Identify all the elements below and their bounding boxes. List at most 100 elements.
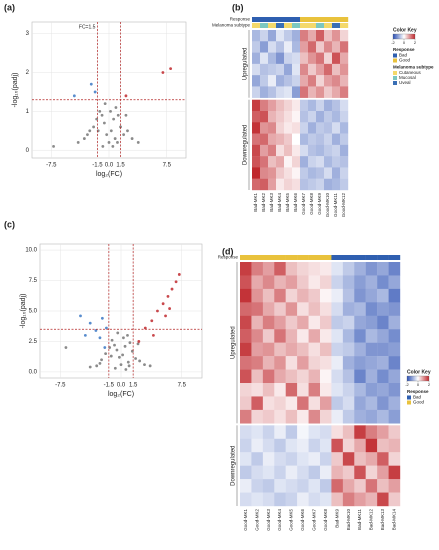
block-label: Downregulated — [243, 125, 249, 165]
column-label: Bad-MK4 — [277, 193, 282, 212]
heatmap-cell — [308, 492, 321, 507]
point — [102, 121, 106, 125]
heatmap-cell — [297, 396, 309, 411]
heatmap-cell — [340, 86, 349, 98]
heatmap-cell — [240, 452, 252, 466]
heatmap-cell — [377, 409, 389, 424]
point — [168, 307, 172, 310]
heatmap-cell — [340, 41, 349, 53]
heatmap-cell — [316, 111, 325, 123]
annotation-cell — [324, 23, 333, 28]
heatmap-cell — [316, 86, 325, 98]
heatmap-cell — [377, 425, 389, 439]
heatmap-cell — [342, 315, 355, 330]
heatmap-cell — [285, 342, 298, 357]
heatmap-cell — [316, 122, 325, 134]
point — [161, 302, 165, 306]
heatmap-cell — [262, 452, 275, 466]
heatmap-cell — [251, 315, 264, 330]
point — [130, 137, 134, 140]
heatmap-cell — [320, 465, 332, 480]
heatmap-cell — [308, 329, 321, 343]
heatmap-cell — [252, 41, 261, 53]
point — [166, 294, 170, 298]
heatmap-cell — [332, 30, 341, 42]
heatmap-cell — [342, 383, 355, 397]
column-label: Bad-MK13 — [380, 509, 385, 531]
heatmap-cell — [331, 452, 344, 466]
annotation-cell — [274, 255, 286, 260]
heatmap-cell — [377, 356, 389, 370]
heatmap-cell — [285, 465, 298, 480]
heatmap-cell — [308, 30, 317, 42]
heatmap-cell — [308, 156, 317, 168]
heatmap-cell — [252, 111, 261, 123]
point — [174, 280, 178, 284]
heatmap-cell — [340, 156, 349, 168]
point — [177, 273, 181, 276]
point — [52, 144, 55, 148]
annotation-cell — [268, 17, 277, 22]
heatmap-cell — [251, 342, 264, 357]
annotation-cell — [300, 17, 309, 22]
point — [134, 357, 137, 360]
heatmap-cell — [316, 167, 325, 179]
heatmap-cell — [316, 133, 325, 146]
x-tick-label: 7.5 — [163, 163, 172, 169]
y-tick-label: 2.5 — [29, 339, 38, 345]
point — [100, 113, 104, 117]
heatmap-cell — [240, 438, 252, 453]
heatmap-cell — [331, 396, 344, 411]
legend-group-title: Response — [393, 47, 415, 52]
heatmap-cell — [262, 342, 275, 357]
annotation-cell — [316, 17, 325, 22]
legend-swatch — [393, 76, 397, 80]
heatmap-cell — [284, 99, 293, 112]
heatmap-cell — [268, 75, 277, 87]
heatmap-cell — [320, 342, 332, 357]
heatmap-cell — [262, 479, 275, 493]
heatmap-cell — [268, 30, 277, 42]
heatmap-cell — [320, 479, 332, 493]
point — [109, 109, 112, 113]
heatmap-cell — [276, 178, 285, 191]
annotation-cell — [331, 255, 344, 260]
heatmap-cell — [340, 111, 349, 123]
heatmap-cell — [251, 452, 264, 466]
point — [127, 364, 131, 368]
point — [115, 348, 119, 352]
heatmap-cell — [240, 288, 252, 303]
heatmap-cell — [354, 262, 366, 276]
heatmap-cell — [285, 288, 298, 303]
y-axis-label: -log₁₀(padj) — [20, 294, 27, 329]
legend-label: Bad — [399, 53, 408, 58]
block-label: Downregulated — [231, 445, 237, 485]
column-label: Bad-MK10 — [346, 509, 351, 531]
heatmap-cell — [365, 275, 378, 290]
heatmap-cell — [274, 342, 286, 357]
heatmap-cell — [308, 52, 317, 65]
heatmap-cell — [332, 52, 341, 65]
heatmap-cell — [354, 288, 366, 303]
heatmap-cell — [365, 342, 378, 357]
column-label: Good-MK11 — [333, 193, 338, 217]
legend-label: Good — [399, 58, 411, 63]
heatmap-cell — [240, 342, 252, 357]
heatmap-cell — [332, 133, 341, 146]
heatmap-cell — [292, 122, 301, 134]
heatmap-cell — [268, 167, 277, 179]
heatmap-cell — [262, 383, 275, 397]
heatmap-cell — [300, 30, 309, 42]
point — [113, 366, 117, 370]
annotation-cell — [284, 17, 293, 22]
heatmap-cell — [324, 111, 333, 123]
heatmap-cell — [388, 288, 401, 303]
column-label: Good-MK12 — [341, 193, 346, 218]
annotation-cell — [252, 17, 261, 22]
heatmap-cell — [332, 63, 341, 76]
point — [112, 117, 116, 121]
panel-legend-title: Color Key — [393, 27, 417, 33]
heatmap-cell — [240, 409, 252, 424]
annotation-cell — [251, 255, 264, 260]
heatmap-cell — [354, 342, 366, 357]
